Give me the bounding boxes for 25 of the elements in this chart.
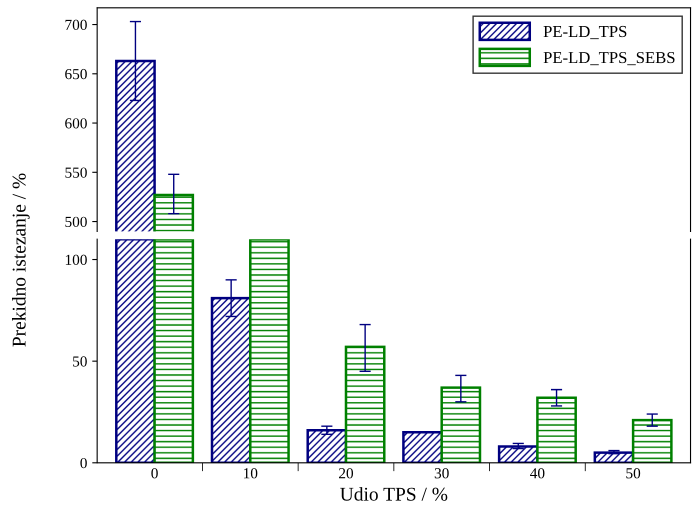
bar [344,346,386,463]
y-axis-title: Prekidno istezanje / % [12,173,30,347]
legend-label: PE-LD_TPS [544,26,626,40]
x-axis-title: Udio TPS / % [340,487,448,501]
bar [153,239,194,463]
bar [249,239,290,463]
x-tick-label: 30 [434,468,449,478]
bar [632,418,673,463]
x-tick-label: 0 [151,468,158,478]
y-tick-label: 700 [66,20,87,30]
x-tick-label: 50 [626,468,640,478]
bar [536,396,577,463]
x-tick-label: 10 [244,468,258,478]
y-tick-label: 600 [65,118,87,128]
y-tick-label: 550 [65,167,87,178]
x-tick-label: 40 [530,468,544,478]
y-tick-label: 100 [66,254,87,265]
y-tick-label: 650 [65,68,87,80]
y-tick-label: 500 [65,216,87,227]
legend-label: PE-LD_TPS_SEBS [544,52,675,66]
bar [115,239,156,463]
y-tick-label: 0 [80,458,87,468]
bar [440,386,482,463]
x-tick-label: 20 [339,468,354,478]
y-tick-label: 50 [73,356,87,367]
